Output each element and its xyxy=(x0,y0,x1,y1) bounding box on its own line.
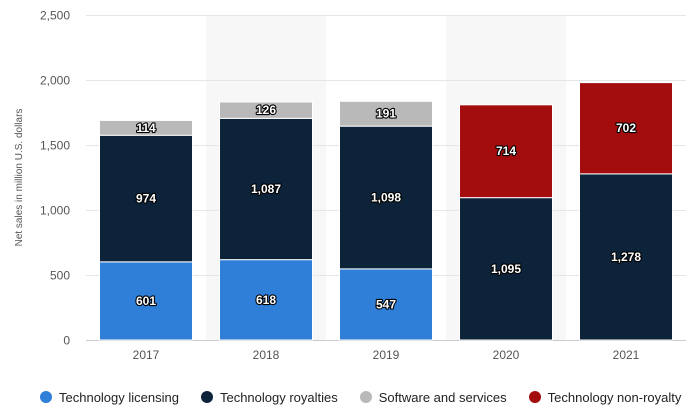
y-axis-title: Net sales in million U.S. dollars xyxy=(14,109,25,247)
bar-segment xyxy=(99,119,193,136)
y-tick-label: 500 xyxy=(50,269,70,283)
bar-stacks: 601 974 114 618 1,087 126 547 1,098 191 1,095 714 1… xyxy=(99,82,673,341)
bar-segment xyxy=(219,101,313,119)
data-label: 1,095 xyxy=(491,262,521,276)
data-label: 702 xyxy=(616,121,636,135)
bar-segment xyxy=(99,134,193,263)
y-tick-label: 2,500 xyxy=(40,9,70,23)
data-label: 126 xyxy=(256,103,276,117)
bar-segment xyxy=(339,125,433,270)
x-tick-label: 2020 xyxy=(493,348,520,362)
bar-segment xyxy=(459,197,553,341)
data-label: 618 xyxy=(256,293,276,307)
legend-item[interactable]: Technology non-royalty xyxy=(528,389,682,405)
y-tick-label: 2,000 xyxy=(40,74,70,88)
legend-label: Technology non-royalty xyxy=(547,389,682,405)
data-label: 1,087 xyxy=(251,182,281,196)
legend-label: Technology licensing xyxy=(59,389,179,405)
y-tick-label: 1,500 xyxy=(40,139,70,153)
bar-segment xyxy=(339,100,433,127)
legend-marker xyxy=(528,391,541,403)
bar-segment xyxy=(219,117,313,261)
x-tick-label: 2018 xyxy=(253,348,280,362)
data-label: 114 xyxy=(136,121,156,135)
data-label: 974 xyxy=(136,192,156,206)
legend-marker xyxy=(200,391,213,403)
legend-item[interactable]: Software and services xyxy=(359,389,507,405)
bar-segment xyxy=(339,268,433,341)
data-label: 1,098 xyxy=(371,191,401,205)
legend-label: Software and services xyxy=(378,389,507,405)
data-label: 714 xyxy=(496,144,516,158)
bar-segment xyxy=(579,173,673,341)
legend-label: Technology royalties xyxy=(219,389,338,405)
data-label: 601 xyxy=(136,294,156,308)
bar-segment xyxy=(219,259,313,341)
legend-item[interactable]: Technology licensing xyxy=(40,390,179,405)
bar-segment xyxy=(579,82,673,175)
bar-segment xyxy=(459,104,553,199)
x-axis: 2017 2018 2019 2020 2021 xyxy=(133,348,640,362)
data-label: 1,278 xyxy=(611,250,641,264)
x-tick-label: 2019 xyxy=(373,348,400,362)
legend-marker xyxy=(359,391,372,403)
x-tick-label: 2021 xyxy=(613,348,640,362)
y-axis: 0 500 1,000 1,500 2,000 2,500 xyxy=(40,9,70,348)
legend-item[interactable]: Technology royalties xyxy=(200,389,338,405)
data-label: 547 xyxy=(376,297,396,311)
bar-segment xyxy=(99,261,193,341)
legend-marker xyxy=(40,391,52,403)
y-tick-label: 0 xyxy=(63,334,70,348)
chart-legend: Technology licensing Technology royalties… xyxy=(40,386,681,408)
data-label: 191 xyxy=(376,107,396,121)
x-tick-label: 2017 xyxy=(133,348,160,362)
y-tick-label: 1,000 xyxy=(40,204,70,218)
